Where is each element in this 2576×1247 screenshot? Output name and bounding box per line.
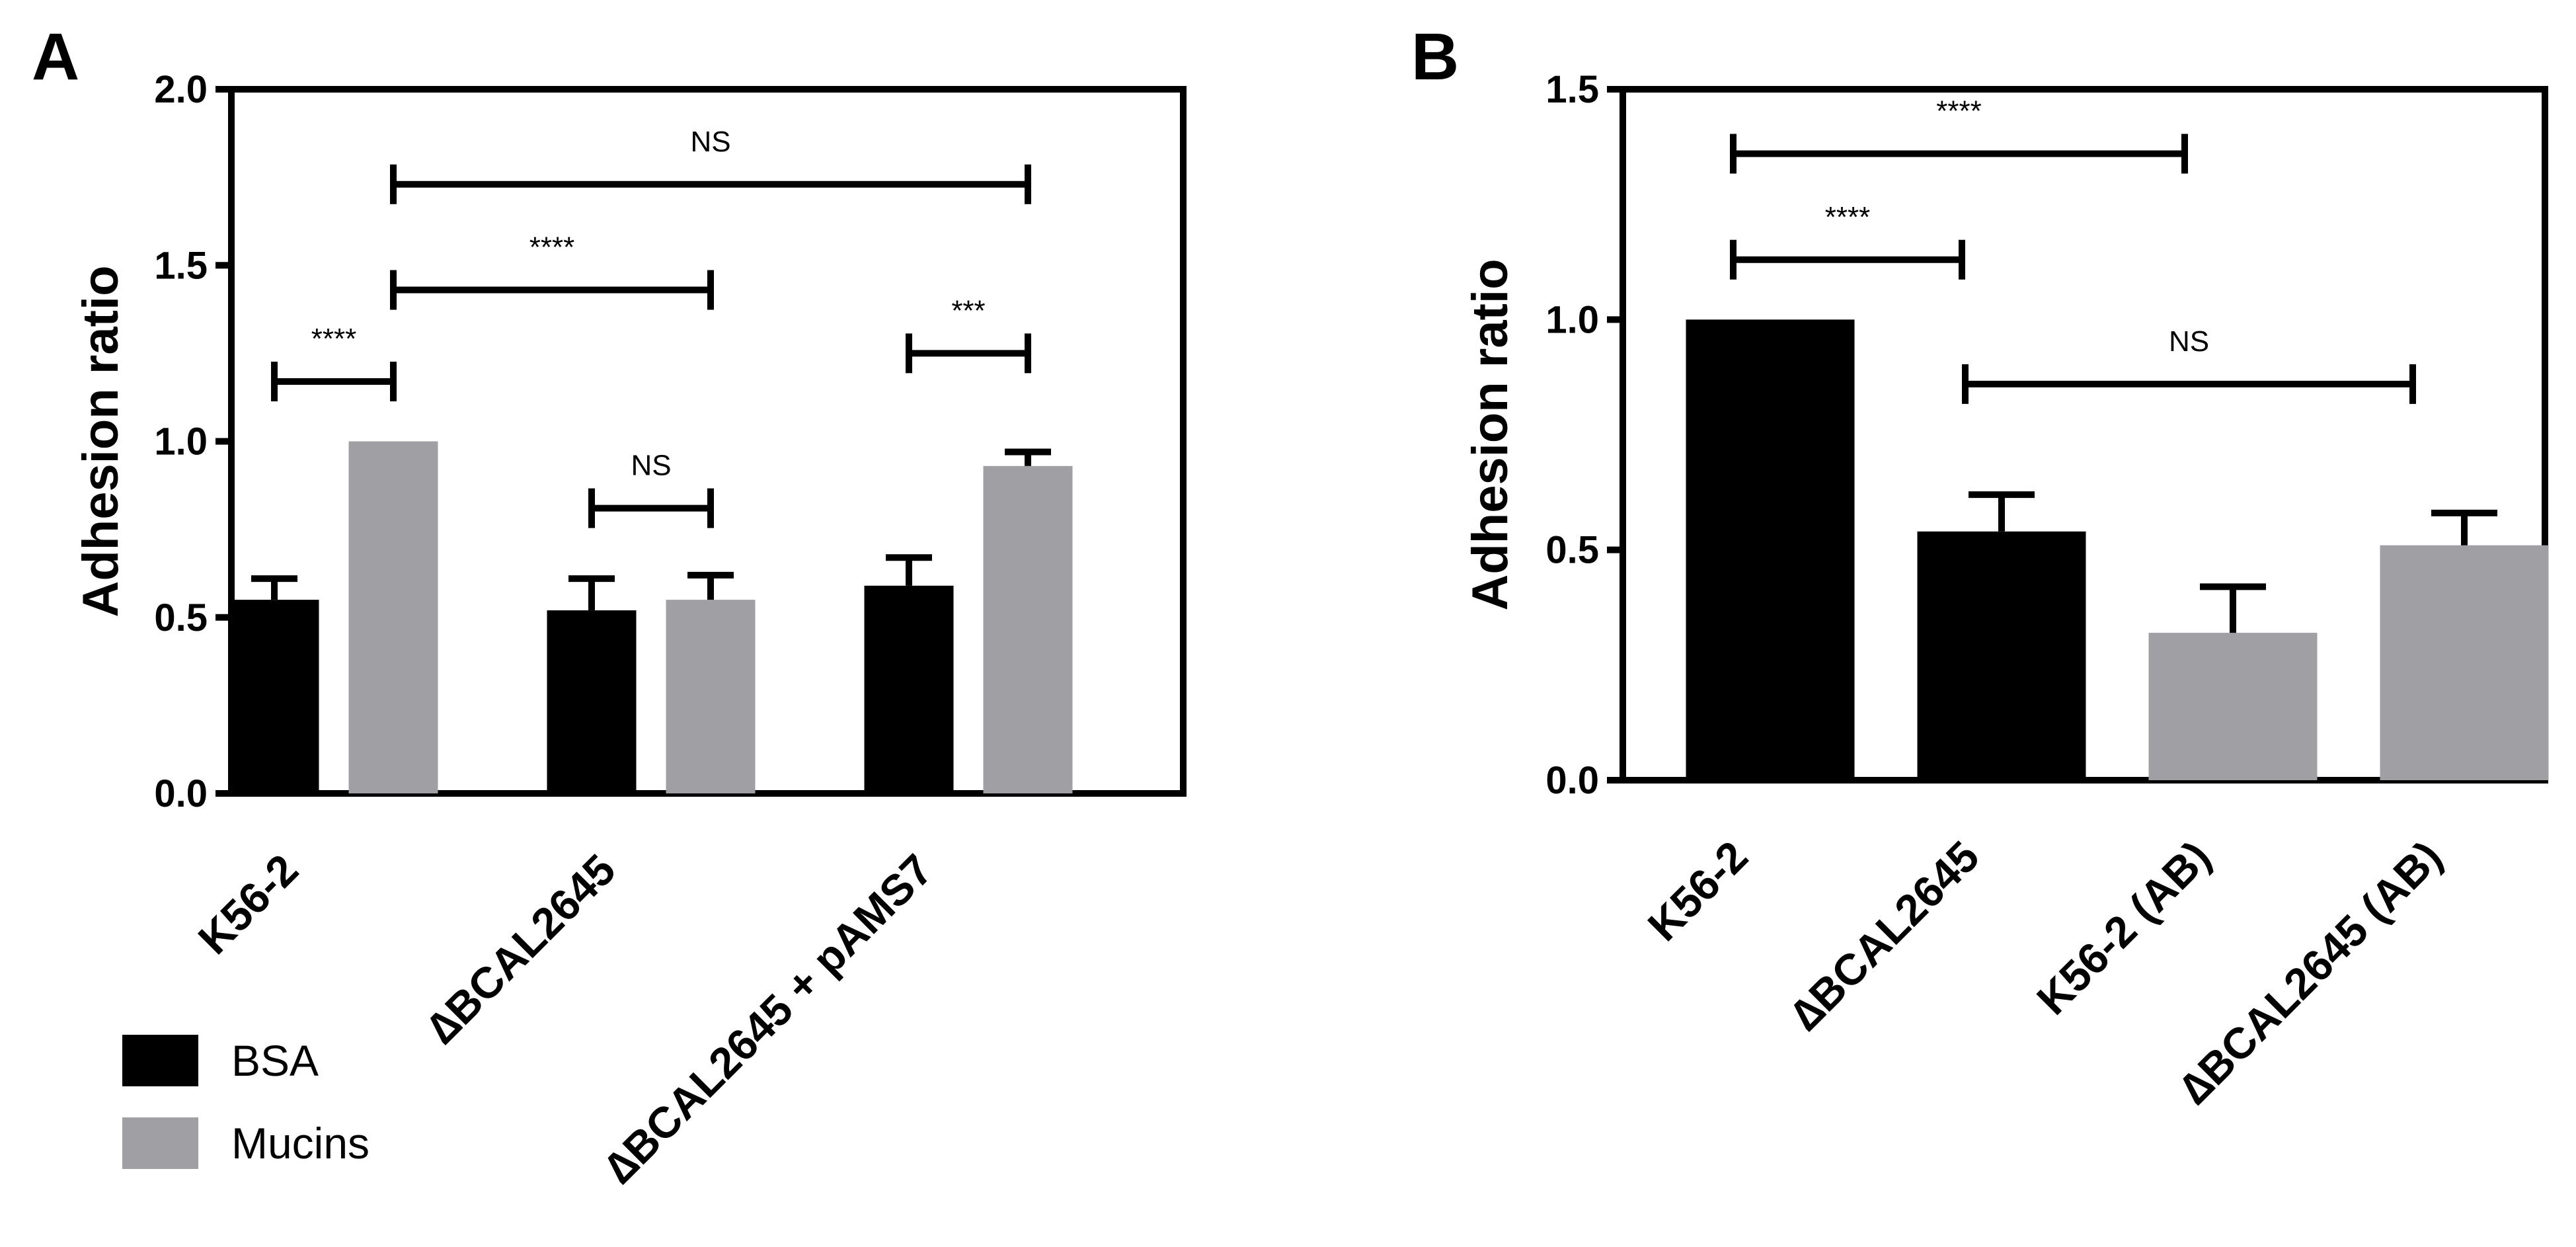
significance-label: ****: [529, 231, 575, 264]
error-bar: [2200, 583, 2266, 633]
panel-a-y-tick-label: 0.0: [154, 772, 208, 815]
x-category-label: K56-2: [1638, 832, 1756, 950]
panel-a-y-axis-label: Adhesion ratio: [73, 265, 129, 617]
error-bar: [2431, 509, 2497, 545]
legend: BSA Mucins: [122, 1035, 370, 1169]
panel-b-y-tick-label: 1.0: [1545, 298, 1599, 341]
panel-b-y-tick-label: 1.5: [1545, 68, 1599, 111]
significance-bracket: ****: [271, 323, 397, 401]
significance-bracket: NS: [390, 126, 1031, 204]
bar-bsa: [547, 610, 637, 793]
significance-label: ****: [311, 323, 357, 355]
bar: [1686, 319, 1855, 780]
error-bar: [251, 575, 297, 600]
panel-a-panel-letter: A: [32, 20, 79, 94]
bar: [1917, 531, 2086, 780]
panel-a-y-tick-label: 1.0: [154, 421, 208, 463]
significance-bracket: ****: [1730, 95, 2188, 174]
bar-mucins: [348, 441, 438, 793]
significance-label: ****: [1825, 201, 1871, 233]
legend-label-bsa: BSA: [231, 1036, 319, 1085]
x-category-label: K56-2: [188, 845, 307, 963]
bar-bsa: [229, 600, 319, 793]
x-category-label: K56-2 (AB): [2027, 832, 2220, 1024]
x-category-label: ∆BCAL2645: [417, 845, 625, 1053]
x-category-label: ∆BCAL2645: [1781, 832, 1988, 1039]
bar-mucins: [983, 465, 1073, 793]
significance-bracket: ****: [390, 231, 714, 310]
significance-bracket: ****: [1730, 201, 1965, 280]
significance-label: ****: [1936, 95, 1982, 128]
legend-swatch-mucins: [122, 1117, 198, 1169]
significance-label: NS: [2169, 325, 2209, 358]
significance-label: NS: [631, 450, 671, 482]
significance-label: ***: [951, 294, 985, 327]
legend-swatch-bsa: [122, 1035, 198, 1086]
significance-bracket: ***: [906, 294, 1031, 374]
panel-a-y-tick-label: 0.5: [154, 596, 208, 639]
panel-b-y-tick-label: 0.0: [1545, 759, 1599, 802]
error-bar: [687, 571, 734, 600]
error-bar: [568, 575, 615, 611]
bar-bsa: [864, 585, 954, 793]
error-bar: [1005, 448, 1051, 466]
panel-a-y-tick-label: 1.5: [154, 244, 208, 287]
x-category-label: ∆BCAL2645 + pAMS7: [594, 845, 942, 1193]
panel-a-y-tick-label: 2.0: [154, 68, 208, 111]
significance-bracket: NS: [588, 450, 714, 528]
panel-b-y-tick-label: 0.5: [1545, 529, 1599, 572]
error-bar: [886, 554, 932, 586]
significance-label: NS: [690, 126, 730, 158]
legend-label-mucins: Mucins: [231, 1119, 370, 1168]
bar-mucins: [666, 600, 756, 793]
panel-b-panel-letter: B: [1411, 20, 1459, 94]
significance-bracket: NS: [1962, 325, 2416, 404]
bar: [2380, 545, 2549, 780]
error-bar: [1969, 491, 2035, 532]
bar: [2148, 633, 2318, 780]
panel-b-y-axis-label: Adhesion ratio: [1462, 259, 1518, 610]
